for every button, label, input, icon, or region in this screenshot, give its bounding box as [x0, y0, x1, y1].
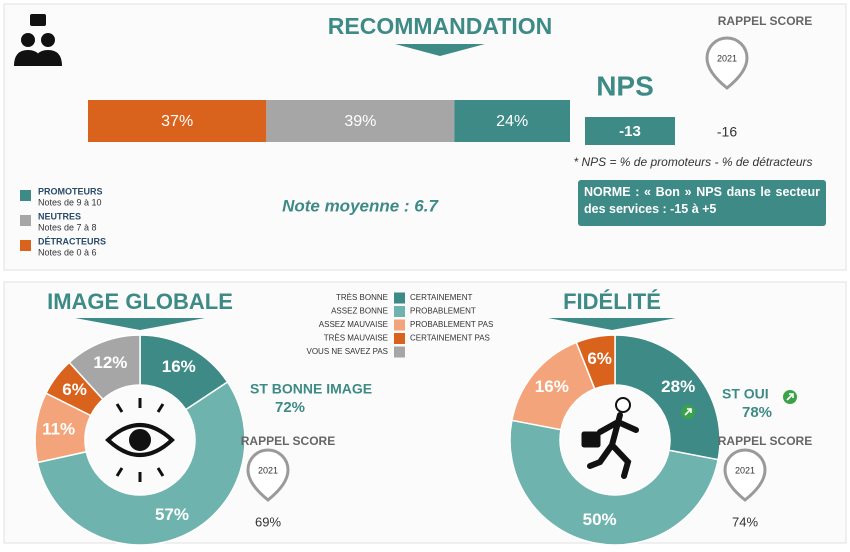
norm-box: NORME : « Bon » NPS dans le secteur des …	[578, 180, 826, 226]
bar-label: 37%	[161, 113, 193, 130]
donut-label: 6%	[587, 349, 612, 368]
donut-label: 50%	[583, 510, 617, 529]
average: Note moyenne : 6.7	[282, 196, 439, 215]
nps-value: -13	[619, 123, 641, 140]
legend-swatch	[394, 333, 405, 344]
title-arrow	[75, 318, 205, 330]
legend-label: TRÈS MAUVAISE	[324, 334, 388, 343]
legend-swatch	[20, 215, 31, 226]
up-arrow	[684, 408, 692, 416]
bar-label: 39%	[344, 113, 376, 130]
pin-year: 2021	[735, 465, 755, 475]
rappel-title: RAPPEL SCORE	[718, 434, 812, 448]
legend-label: CERTAINEMENT PAS	[410, 334, 490, 343]
eye-icon	[105, 398, 175, 482]
section-title: FIDÉLITÉ	[563, 289, 661, 314]
summary-value: 78%	[742, 404, 772, 421]
rappel-value: 74%	[732, 514, 758, 529]
summary-label: ST BONNE IMAGE	[250, 381, 372, 397]
donut-label: 16%	[162, 357, 196, 376]
legend-label: TRÈS BONNE	[336, 293, 388, 302]
title-arrow	[395, 44, 485, 56]
pin-year: 2021	[717, 53, 737, 63]
legend-swatch	[394, 319, 405, 331]
legend-label: PROBABLEMENT	[410, 307, 476, 316]
people-icon	[14, 14, 62, 66]
section-title: RECOMMANDATION	[328, 13, 552, 39]
summary-value: 72%	[275, 399, 305, 416]
runner-bag	[581, 431, 601, 448]
legend-label: VOUS NE SAVEZ PAS	[306, 347, 388, 356]
donut-label: 6%	[62, 380, 87, 399]
legend-name: PROMOTEURS	[38, 186, 103, 196]
rappel-value: 69%	[255, 514, 281, 529]
donut-label: 57%	[155, 505, 189, 524]
legend-swatch	[394, 346, 405, 358]
rappel-title: RAPPEL SCORE	[718, 14, 812, 28]
donut-segment	[68, 334, 141, 401]
legend-note: Notes de 0 à 6	[38, 247, 97, 257]
legend-swatch	[394, 306, 405, 317]
legend-note: Notes de 7 à 8	[38, 222, 97, 232]
donut-segment	[509, 419, 720, 546]
runner-icon	[581, 397, 639, 479]
pin-year: 2021	[258, 465, 278, 475]
pin	[723, 448, 767, 502]
runner-head	[615, 397, 631, 413]
legend-name: DÉTRACTEURS	[38, 236, 106, 246]
legend-swatch	[20, 240, 31, 251]
legend-name: NEUTRES	[38, 211, 81, 221]
legend-swatch	[20, 190, 31, 201]
legend-label: ASSEZ MAUVAISE	[319, 320, 388, 329]
donut-segment	[36, 380, 246, 546]
rappel-value: -16	[717, 124, 737, 140]
legend-label: ASSEZ BONNE	[331, 307, 388, 316]
runner-body	[587, 412, 639, 479]
donut-label: 12%	[93, 353, 127, 372]
eye-outline	[105, 423, 175, 457]
title-arrow	[548, 318, 676, 330]
donut-segment	[575, 334, 616, 390]
pin	[705, 36, 749, 90]
nps-title: NPS	[596, 70, 654, 101]
bar-segment	[454, 100, 570, 142]
donut-segment	[614, 334, 721, 461]
legend-label: PROBABLEMENT PAS	[410, 320, 493, 329]
legend-note: Notes de 9 à 10	[38, 197, 102, 207]
pin	[246, 448, 290, 502]
legend-swatch	[394, 292, 405, 304]
nps-box	[585, 117, 675, 145]
rappel-title: RAPPEL SCORE	[241, 434, 335, 448]
legend-label: CERTAINEMENT	[410, 293, 472, 302]
up-arrow	[786, 393, 794, 401]
bar-segment	[88, 100, 267, 142]
footnote: * NPS = % de promoteurs - % de détracteu…	[573, 155, 812, 169]
donut-label: 11%	[42, 419, 75, 438]
bar-segment	[266, 100, 455, 142]
bar-label: 24%	[496, 113, 528, 130]
donut-label: 16%	[535, 377, 569, 396]
eye-rays	[115, 398, 165, 482]
eye-pupil	[129, 429, 151, 451]
summary-label: ST OUI	[722, 386, 769, 402]
donut-label: 28%	[661, 377, 695, 396]
section-title: IMAGE GLOBALE	[47, 289, 233, 314]
